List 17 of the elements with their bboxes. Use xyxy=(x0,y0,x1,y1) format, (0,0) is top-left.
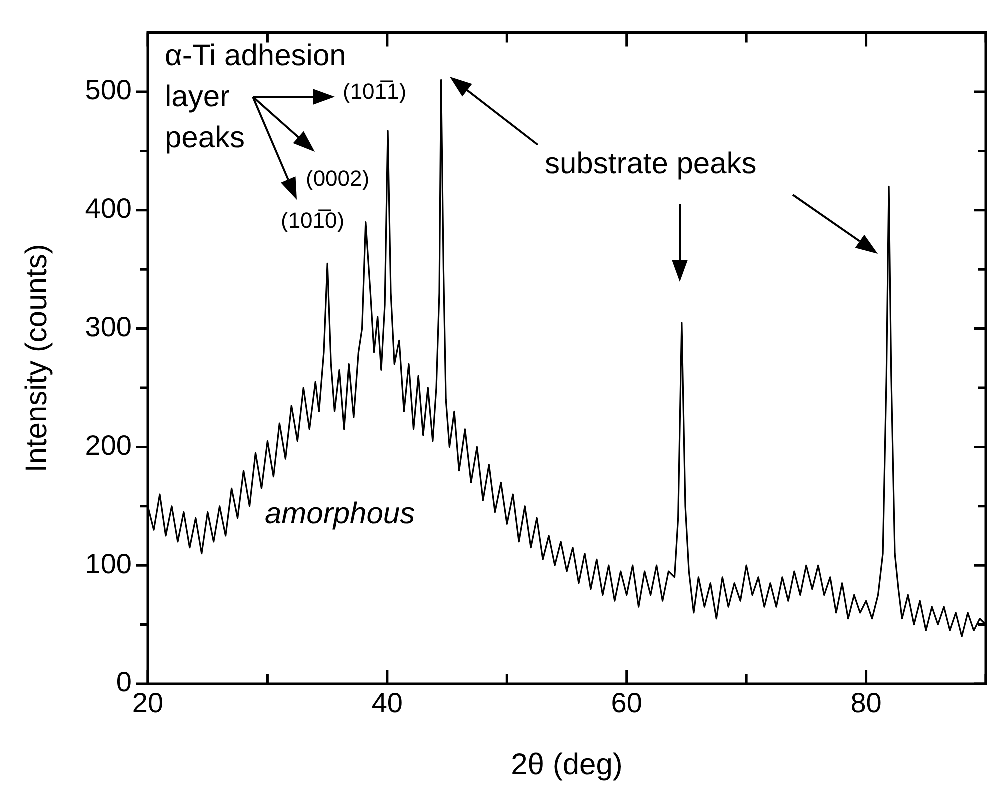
y-tick-label: 500 xyxy=(85,74,132,106)
annotation: (0002) xyxy=(306,166,370,192)
y-tick-label: 300 xyxy=(85,312,132,343)
annotation: amorphous xyxy=(265,497,416,530)
annotation: substrate peaks xyxy=(545,147,757,180)
y-tick-label: 100 xyxy=(85,548,132,580)
y-tick-label: 400 xyxy=(85,193,132,224)
annotation: (101̅0) xyxy=(281,208,345,234)
x-tick-label: 60 xyxy=(611,688,642,719)
y-axis-title: Intensity (counts) xyxy=(20,244,54,473)
x-axis-title: 2θ (deg) xyxy=(511,748,623,782)
annotation: (101̅1) xyxy=(343,79,407,104)
y-tick-label: 200 xyxy=(85,430,132,461)
x-tick-label: 20 xyxy=(132,688,164,719)
x-tick-label: 40 xyxy=(372,688,404,719)
y-tick-label: 0 xyxy=(116,666,132,698)
x-tick-label: 80 xyxy=(850,688,882,719)
